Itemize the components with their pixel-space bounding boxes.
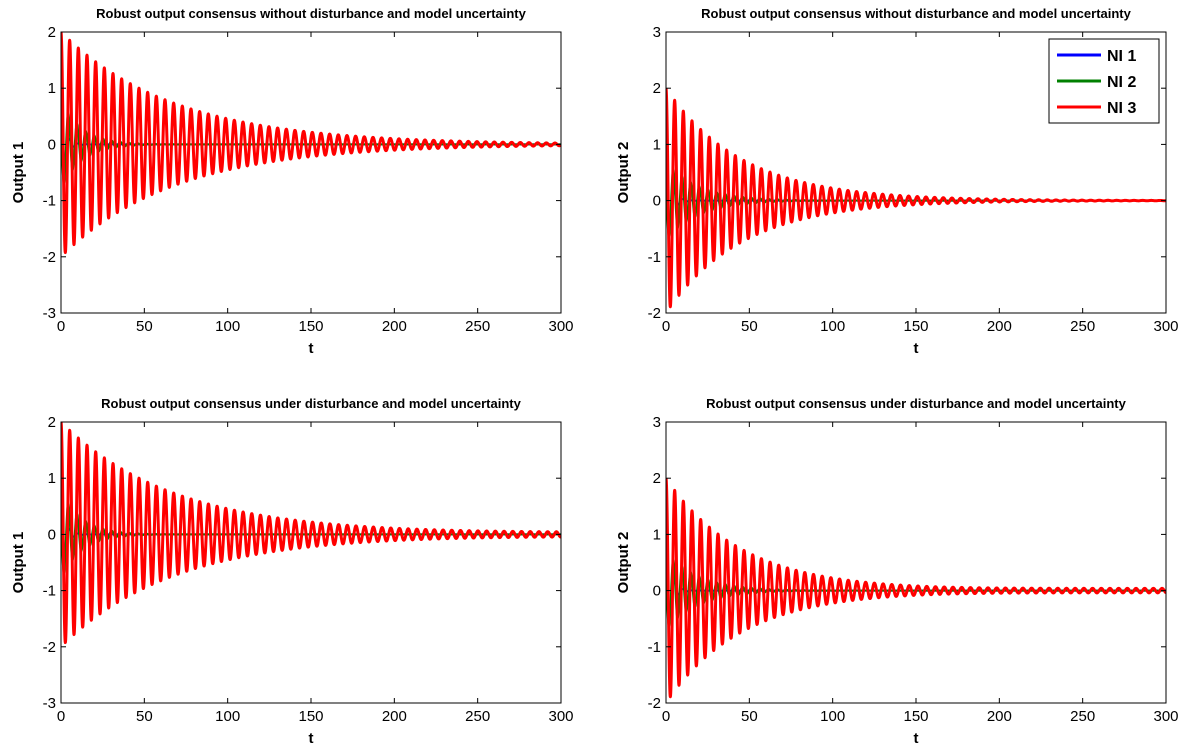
legend-entry: NI 3	[1107, 100, 1136, 117]
series-line-ni-3	[61, 32, 561, 255]
y-tick-label: -1	[648, 639, 661, 656]
series-line-ni-3	[61, 422, 561, 645]
chart-title: Robust output consensus under disturbanc…	[706, 396, 1126, 411]
x-tick-label: 50	[741, 318, 758, 335]
y-axis-label: Output 2	[615, 532, 632, 594]
subplot-4: 0 50 100 150 200 250 300 -2 -1 0 1 2 3 Robust output …	[615, 396, 1179, 747]
y-tick-label: 0	[48, 526, 56, 543]
y-axis-label: Output 1	[10, 532, 27, 594]
x-axis-label: t	[309, 340, 314, 357]
y-axis-label: Output 2	[615, 142, 632, 204]
y-tick-label: 2	[653, 470, 661, 487]
x-tick-label: 300	[1153, 318, 1178, 335]
x-tick-label: 200	[987, 318, 1012, 335]
subplot-1: 0 50 100 150 200 250 300 -3 -2 -1 0 1 2 Robust output…	[10, 6, 574, 357]
y-axis-label: Output 1	[10, 142, 27, 204]
x-tick-label: 200	[987, 708, 1012, 725]
x-tick-label: 250	[465, 318, 490, 335]
x-tick-label: 0	[57, 708, 65, 725]
x-tick-label: 200	[382, 318, 407, 335]
x-tick-label: 150	[903, 318, 928, 335]
x-tick-label: 100	[215, 318, 240, 335]
x-tick-label: 150	[298, 708, 323, 725]
y-tick-label: 1	[653, 136, 661, 153]
chart-title: Robust output consensus without disturba…	[96, 6, 527, 21]
x-tick-label: 300	[1153, 708, 1178, 725]
y-tick-label: 3	[653, 24, 661, 41]
y-tick-label: 0	[653, 583, 661, 600]
y-tick-label: -2	[648, 305, 661, 322]
y-tick-label: 1	[48, 470, 56, 487]
x-axis-label: t	[914, 730, 919, 747]
x-tick-label: 250	[1070, 318, 1095, 335]
axes-frame	[665, 421, 1167, 704]
x-tick-label: 50	[136, 708, 153, 725]
x-tick-label: 0	[57, 318, 65, 335]
y-tick-label: 0	[653, 193, 661, 210]
x-tick-label: 250	[1070, 708, 1095, 725]
y-tick-label: 3	[653, 414, 661, 431]
y-tick-label: -2	[43, 639, 56, 656]
x-tick-label: 50	[741, 708, 758, 725]
x-tick-label: 200	[382, 708, 407, 725]
subplot-3: 0 50 100 150 200 250 300 -3 -2 -1 0 1 2 Robust output…	[10, 396, 574, 747]
legend-entry: NI 1	[1107, 48, 1136, 65]
y-tick-label: -3	[43, 305, 56, 322]
series-line-ni-3	[666, 477, 1166, 699]
legend-entry: NI 2	[1107, 74, 1136, 91]
y-tick-label: 2	[653, 80, 661, 97]
legend: NI 1 NI 2 NI 3	[1048, 38, 1160, 124]
x-tick-label: 100	[215, 708, 240, 725]
subplot-2: 0 50 100 150 200 250 300 -2 -1 0 1 2 3 Robust output …	[615, 6, 1179, 357]
x-tick-label: 250	[465, 708, 490, 725]
x-tick-label: 300	[548, 318, 573, 335]
y-tick-label: 0	[48, 136, 56, 153]
x-tick-label: 0	[662, 318, 670, 335]
x-tick-label: 0	[662, 708, 670, 725]
y-tick-label: -1	[43, 193, 56, 210]
y-tick-label: 2	[48, 24, 56, 41]
y-tick-label: 1	[653, 526, 661, 543]
x-tick-label: 150	[298, 318, 323, 335]
y-tick-label: -2	[43, 249, 56, 266]
chart-title: Robust output consensus without disturba…	[701, 6, 1132, 21]
y-tick-label: -3	[43, 695, 56, 712]
y-tick-label: 1	[48, 80, 56, 97]
chart-title: Robust output consensus under disturbanc…	[101, 396, 521, 411]
x-tick-label: 150	[903, 708, 928, 725]
series-line-ni-3	[666, 87, 1166, 309]
y-tick-label: -1	[43, 583, 56, 600]
y-tick-label: -2	[648, 695, 661, 712]
x-tick-label: 100	[820, 708, 845, 725]
y-tick-label: 2	[48, 414, 56, 431]
x-axis-label: t	[914, 340, 919, 357]
x-tick-label: 300	[548, 708, 573, 725]
x-tick-label: 100	[820, 318, 845, 335]
x-axis-label: t	[309, 730, 314, 747]
x-tick-label: 50	[136, 318, 153, 335]
y-tick-label: -1	[648, 249, 661, 266]
